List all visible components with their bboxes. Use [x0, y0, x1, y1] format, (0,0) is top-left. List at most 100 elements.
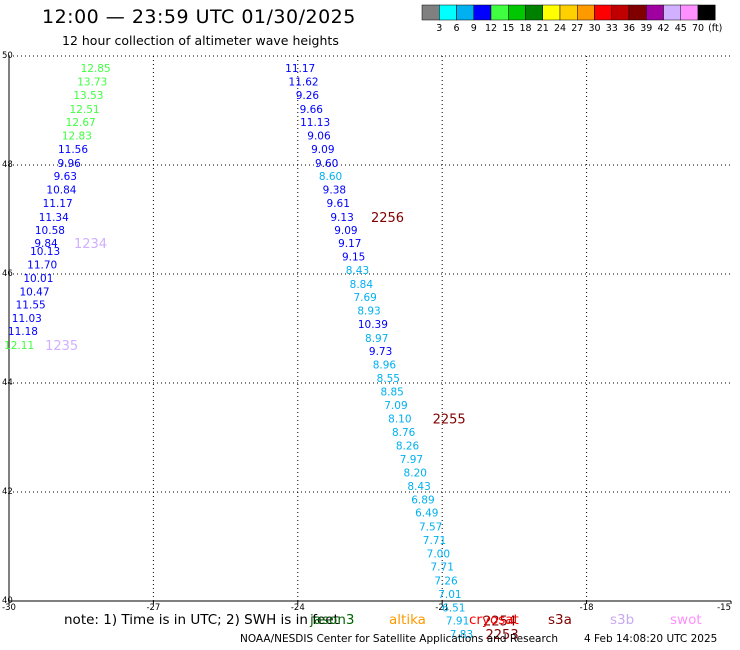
wave-height-point: 11.18 — [8, 326, 38, 338]
wave-height-point: 9.06 — [307, 131, 331, 143]
x-tick-label: -18 — [580, 603, 594, 613]
satellite-cryosat: cryosat — [469, 612, 519, 628]
satellite-swot: swot — [670, 612, 702, 628]
wave-height-point: 12.67 — [66, 117, 96, 129]
scale-label: 39 — [640, 23, 652, 34]
pass-time-annotation: 2254 — [483, 615, 516, 630]
pass-time-annotation: 1235 — [45, 339, 78, 354]
wave-height-point: 9.73 — [369, 346, 392, 358]
wave-height-point: 8.43 — [407, 481, 430, 493]
scale-label: 15 — [502, 23, 514, 34]
footer-timestamp: 4 Feb 14:08:20 UTC 2025 — [584, 633, 718, 645]
wave-height-point: 7.83 — [450, 629, 473, 641]
footer-organization: NOAA/NESDIS Center for Satellite Applica… — [240, 633, 558, 645]
wave-height-point: 10.01 — [23, 273, 53, 285]
scale-label: 27 — [571, 23, 583, 34]
wave-height-point: 7.00 — [427, 549, 450, 561]
wave-height-point: 9.63 — [54, 171, 77, 183]
wave-height-point: 7.71 — [423, 535, 446, 547]
x-tick-label: -30 — [2, 603, 16, 613]
wave-height-point: 7.91 — [446, 616, 469, 628]
wave-height-point: 13.73 — [77, 77, 107, 89]
wave-height-point: 7.09 — [384, 400, 407, 412]
color-scale-legend: 3 6 9 12 15 18 21 24 27 30 33 36 39 42 45 70 (ft) — [421, 4, 722, 34]
wave-height-point: 11.13 — [300, 117, 330, 129]
wave-height-point: 8.26 — [396, 441, 420, 453]
pass-time-annotation: 2255 — [433, 412, 466, 427]
x-tick-label: -24 — [291, 603, 305, 613]
x-tick-label: -27 — [146, 603, 160, 613]
satellite-jason3: jason3 — [310, 612, 355, 628]
y-tick-label: 50 — [2, 51, 13, 61]
wave-height-point: 7.01 — [438, 589, 461, 601]
wave-height-point: 11.55 — [16, 300, 46, 312]
y-tick-label: 42 — [2, 487, 13, 497]
pass-time-annotation: 2256 — [371, 211, 404, 226]
scale-label: 6 — [453, 23, 459, 34]
wave-height-point: 8.10 — [388, 413, 411, 425]
wave-height-point: 11.56 — [58, 144, 88, 156]
wave-height-point: 9.15 — [342, 252, 365, 264]
scale-swatch — [697, 4, 716, 21]
wave-height-point: 13.53 — [73, 90, 103, 102]
wave-height-point: 8.97 — [365, 333, 388, 345]
wave-height-point: 8.76 — [392, 427, 416, 439]
wave-height-point: 11.17 — [285, 63, 315, 75]
wave-height-point: 8.93 — [357, 306, 380, 318]
wave-height-point: 7.69 — [353, 292, 376, 304]
wave-height-point: 7.57 — [419, 521, 442, 533]
scale-label: 9 — [471, 23, 477, 34]
wave-height-point: 7.26 — [434, 575, 458, 587]
wave-height-point: 11.34 — [39, 212, 69, 224]
wave-height-point: 8.43 — [346, 265, 369, 277]
wave-height-point: 9.38 — [323, 185, 346, 197]
wave-height-point: 8.55 — [377, 373, 400, 385]
wave-height-point: 10.84 — [46, 185, 76, 197]
chart-title: 12:00 — 23:59 UTC 01/30/2025 — [42, 6, 356, 28]
wave-height-point: 8.85 — [380, 387, 403, 399]
scale-label: 70 — [692, 23, 704, 34]
satellite-altika: altika — [389, 612, 426, 628]
wave-height-point: 11.17 — [43, 198, 73, 210]
satellite-s3b: s3b — [610, 612, 635, 628]
wave-height-point: 12.85 — [81, 63, 111, 75]
pass-time-annotation: 1234 — [74, 237, 107, 252]
wave-height-point: 11.03 — [12, 313, 42, 325]
wave-height-point: 8.84 — [350, 279, 374, 291]
wave-height-point: 9.66 — [300, 104, 324, 116]
wave-height-point: 10.13 — [30, 246, 60, 258]
wave-height-point: 10.39 — [358, 319, 388, 331]
y-tick-label: 40 — [2, 596, 13, 606]
wave-height-point: 8.60 — [319, 171, 342, 183]
scale-label: (ft) — [708, 23, 722, 34]
wave-height-point: 6.89 — [411, 495, 434, 507]
y-tick-label: 46 — [2, 269, 13, 279]
wave-height-point: 9.26 — [296, 90, 320, 102]
wave-height-point: 7.97 — [400, 454, 423, 466]
wave-height-point: 9.17 — [338, 238, 361, 250]
x-tick-label: -15 — [717, 603, 731, 613]
wave-height-point: 12.83 — [62, 131, 92, 143]
footnote: note: 1) Time is in UTC; 2) SWH is in fe… — [64, 612, 339, 628]
scale-label: 3 — [436, 23, 442, 34]
wave-height-point: 6.49 — [415, 508, 438, 520]
satellite-s3a: s3a — [548, 612, 572, 628]
y-tick-label: 48 — [2, 160, 13, 170]
scale-label: 12 — [485, 23, 497, 34]
y-tick-label: 44 — [2, 378, 13, 388]
wave-height-point: 9.09 — [334, 225, 357, 237]
wave-height-point: 12.51 — [70, 104, 100, 116]
wave-height-point: 11.70 — [27, 260, 57, 272]
wave-height-point: 10.47 — [19, 286, 49, 298]
x-tick-label: -21 — [435, 603, 449, 613]
wave-height-point: 8.96 — [373, 359, 397, 371]
wave-height-point: 9.61 — [327, 198, 350, 210]
wave-height-point: 6.51 — [442, 603, 465, 615]
wave-height-point: 9.09 — [311, 144, 334, 156]
wave-height-point: 9.84 — [34, 238, 58, 250]
wave-height-point: 9.13 — [330, 212, 353, 224]
scale-label: 30 — [588, 23, 600, 34]
chart-subtitle: 12 hour collection of altimeter wave hei… — [62, 33, 339, 48]
scale-label: 18 — [519, 23, 531, 34]
